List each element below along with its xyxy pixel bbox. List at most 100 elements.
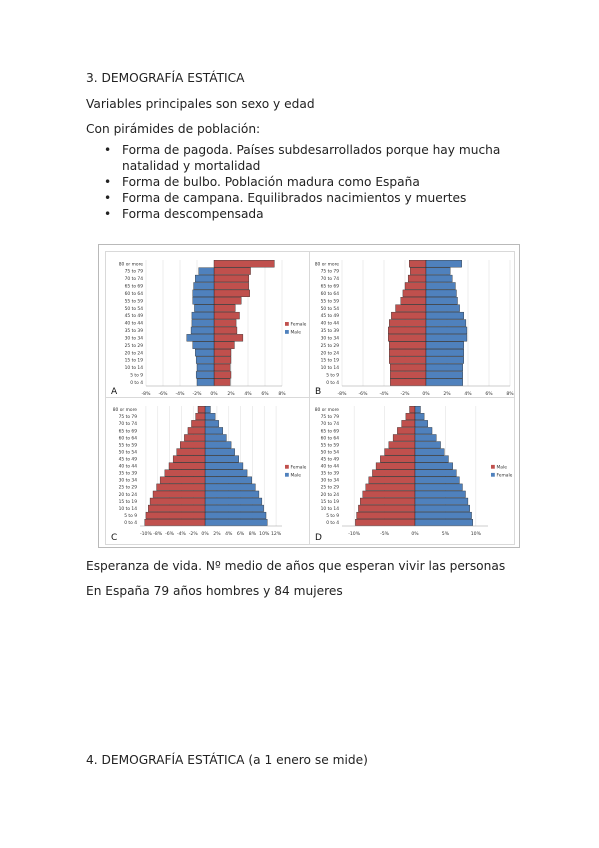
bar-left (360, 497, 416, 505)
legend-swatch (285, 330, 289, 334)
x-tick-label: -2% (193, 391, 203, 397)
age-group-label: 50 to 54 (125, 306, 144, 312)
list-item: • Forma descompensada (86, 206, 542, 222)
bar-right (213, 311, 240, 320)
bar-left (375, 462, 416, 470)
legend-swatch (285, 464, 289, 469)
x-tick-label: 4% (464, 391, 472, 397)
list-item: • Forma de pagoda. Países subdesarrollado… (86, 142, 542, 174)
age-group-label: 35 to 39 (119, 471, 138, 477)
age-group-label: 35 to 39 (125, 328, 144, 334)
age-group-label: 80 or more (315, 407, 340, 413)
bar-left (192, 341, 215, 349)
age-group-label: 35 to 39 (321, 328, 340, 334)
bar-left (405, 413, 416, 421)
panel-letter: B (315, 387, 321, 397)
bar-right (204, 462, 244, 470)
x-tick-label: 8% (278, 391, 286, 397)
x-tick-label: -6% (159, 391, 169, 397)
x-tick-label: -2% (401, 391, 411, 397)
bar-right (213, 319, 237, 327)
bar-left (149, 497, 206, 505)
age-group-label: 15 to 19 (321, 499, 340, 505)
bar-right (414, 448, 445, 456)
panel-letter: A (111, 387, 118, 397)
age-group-label: 15 to 19 (125, 358, 144, 364)
age-group-label: 40 to 44 (119, 464, 138, 470)
age-group-label: 20 to 24 (125, 350, 144, 356)
age-group-label: 60 to 64 (119, 435, 138, 441)
bar-left (190, 326, 215, 335)
bar-left (391, 311, 427, 320)
x-tick-label: 2% (213, 531, 221, 537)
bar-right (213, 326, 238, 335)
bar-left (404, 282, 427, 290)
panel-letter: D (315, 533, 322, 543)
age-group-label: 0 to 4 (124, 520, 137, 526)
bar-right (213, 274, 250, 283)
bar-left (164, 469, 206, 477)
x-tick-label: 0% (411, 531, 419, 537)
bar-left (362, 490, 416, 498)
age-group-label: 70 to 74 (321, 276, 340, 282)
bar-left (401, 420, 416, 428)
bar-left (392, 434, 416, 442)
bar-right (425, 378, 463, 386)
age-group-label: 65 to 69 (119, 428, 138, 434)
bar-left (191, 420, 206, 428)
bar-left (192, 289, 215, 297)
bar-left (198, 267, 215, 275)
x-tick-label: -8% (338, 391, 348, 397)
bar-right (414, 427, 433, 435)
bar-right (425, 349, 464, 357)
list-item: • Forma de campana. Equilibrados nacimien… (86, 190, 542, 206)
bar-left (195, 356, 215, 364)
bar-left (388, 326, 427, 335)
age-group-label: 45 to 49 (321, 313, 340, 319)
age-group-label: 55 to 59 (321, 298, 340, 304)
age-group-label: 65 to 69 (321, 428, 340, 434)
bar-right (204, 511, 267, 519)
x-tick-label: 10% (259, 531, 270, 537)
age-group-label: 10 to 14 (119, 506, 138, 512)
age-group-label: 70 to 74 (119, 421, 138, 427)
paragraph-variables: Variables principales son sexo y edad (86, 97, 315, 111)
age-group-label: 50 to 54 (119, 449, 138, 455)
x-tick-label: 2% (227, 391, 235, 397)
bar-right (204, 420, 219, 428)
age-group-label: 80 or more (113, 407, 138, 413)
bullet-icon: • (104, 207, 112, 221)
age-group-label: 30 to 34 (125, 335, 144, 341)
age-group-label: 75 to 79 (321, 269, 340, 275)
bar-left (356, 511, 416, 519)
bar-left (176, 448, 206, 456)
age-group-label: 30 to 34 (321, 335, 340, 341)
bar-right (213, 356, 232, 364)
bullet-icon: • (104, 175, 112, 189)
bar-right (414, 413, 425, 421)
age-group-label: 5 to 9 (130, 373, 143, 379)
legend-label: Female (291, 464, 307, 470)
bar-right (204, 504, 264, 512)
bar-right (425, 356, 464, 364)
x-tick-label: 2% (443, 391, 451, 397)
list-item-text: Forma descompensada (122, 207, 264, 221)
bar-left (390, 363, 427, 372)
bar-left (195, 349, 215, 357)
x-tick-label: 4% (225, 531, 233, 537)
age-group-label: 20 to 24 (321, 350, 340, 356)
age-group-label: 60 to 64 (125, 291, 144, 297)
bar-left (388, 334, 427, 342)
age-group-label: 45 to 49 (119, 456, 138, 462)
bar-right (414, 462, 453, 470)
legend-label: Female (291, 322, 307, 328)
legend-label: Male (497, 464, 508, 470)
bar-right (414, 420, 428, 428)
bar-left (407, 274, 427, 283)
age-group-label: 50 to 54 (321, 306, 340, 312)
bar-right (213, 260, 275, 268)
age-group-label: 50 to 54 (321, 449, 340, 455)
